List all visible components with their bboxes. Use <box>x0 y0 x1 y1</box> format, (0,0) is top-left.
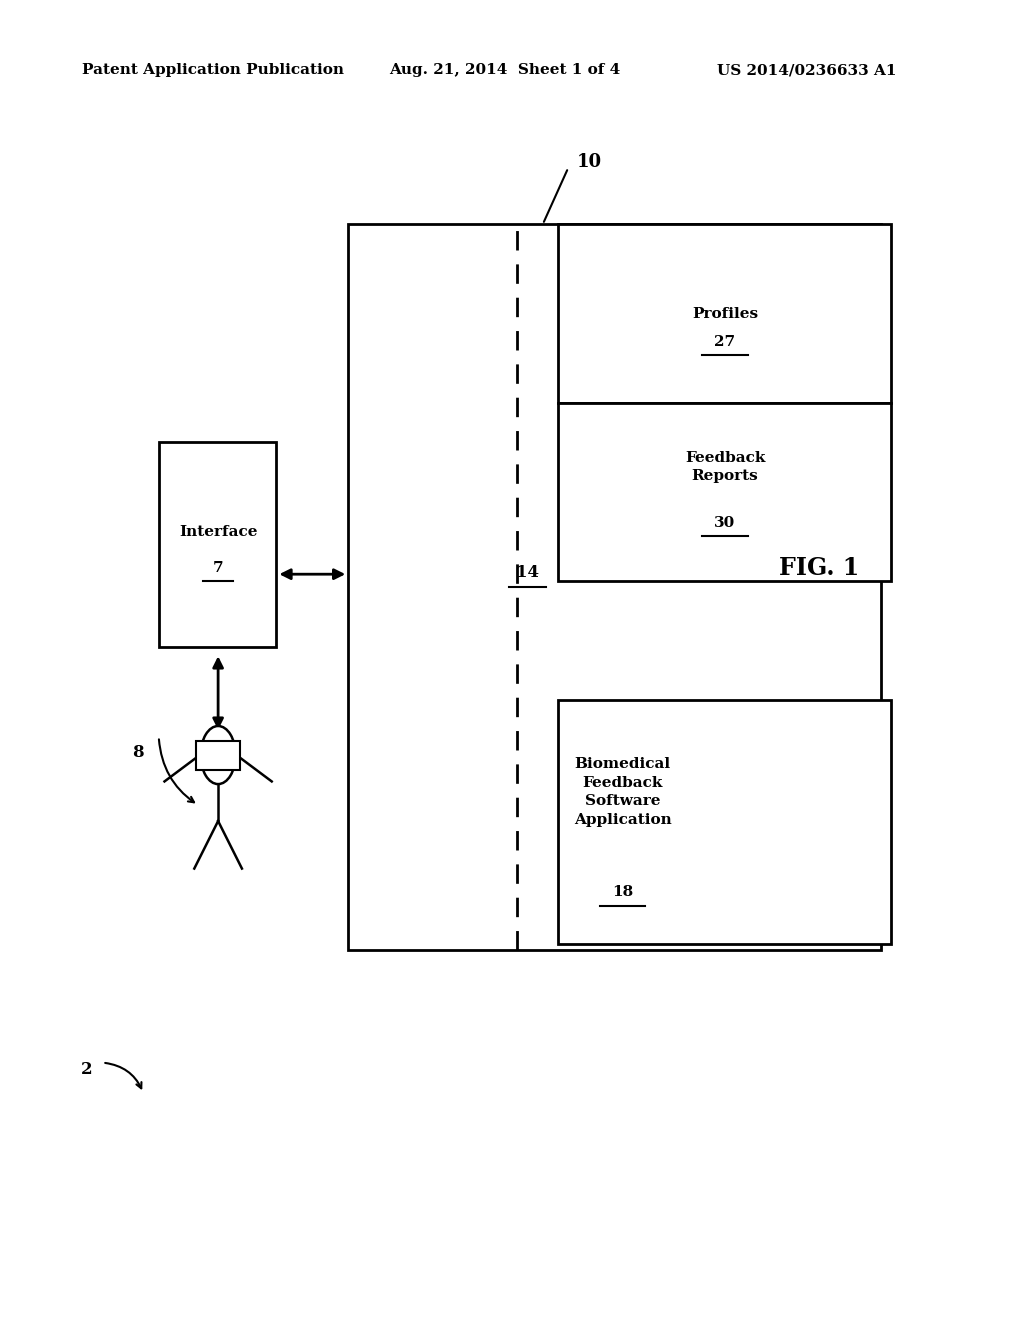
Bar <box>558 403 891 581</box>
Bar <box>558 224 891 403</box>
Bar <box>348 224 881 950</box>
Text: Aug. 21, 2014  Sheet 1 of 4: Aug. 21, 2014 Sheet 1 of 4 <box>389 63 621 78</box>
Text: Interface: Interface <box>179 525 257 539</box>
Text: 8: 8 <box>132 744 144 760</box>
Text: Feedback
Reports: Feedback Reports <box>685 451 765 483</box>
Text: 18: 18 <box>612 886 633 899</box>
Text: US 2014/0236633 A1: US 2014/0236633 A1 <box>717 63 896 78</box>
Bar <box>159 442 276 647</box>
Text: 2: 2 <box>81 1061 93 1077</box>
Bar <box>197 741 240 770</box>
Text: Patent Application Publication: Patent Application Publication <box>82 63 344 78</box>
Text: Biomedical
Feedback
Software
Application: Biomedical Feedback Software Application <box>573 758 672 826</box>
Text: 27: 27 <box>715 335 735 348</box>
Bar <box>558 700 891 944</box>
Text: Profiles: Profiles <box>692 308 758 321</box>
Text: FIG. 1: FIG. 1 <box>779 556 859 579</box>
Text: 10: 10 <box>577 153 602 172</box>
Text: 7: 7 <box>213 561 223 574</box>
Text: 30: 30 <box>715 516 735 529</box>
Text: 14: 14 <box>516 565 539 581</box>
Ellipse shape <box>201 726 236 784</box>
